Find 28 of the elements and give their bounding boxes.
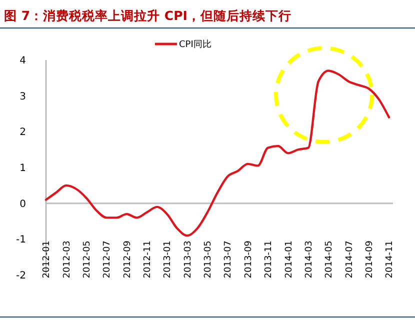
y-tick-label: 1 xyxy=(20,163,26,174)
x-tick-label: 2012-11 xyxy=(143,240,154,278)
x-tick-label: 2014-07 xyxy=(344,240,355,278)
x-tick-label: 2012-03 xyxy=(62,240,72,278)
x-tick-label: 2013-05 xyxy=(204,240,214,278)
y-tick-label: 2 xyxy=(20,127,26,138)
y-tick-label: -1 xyxy=(16,234,26,246)
x-tick-label: 2014-05 xyxy=(324,240,335,278)
x-tick-label: 2014-11 xyxy=(385,240,396,278)
x-tick-label: 2012-07 xyxy=(102,240,113,278)
x-tick-label: 2013-07 xyxy=(224,240,234,278)
line-series xyxy=(44,70,390,237)
y-tick-label: 4 xyxy=(20,56,26,66)
legend-label: CPI同比 xyxy=(179,39,212,50)
x-tick-label: 2013-03 xyxy=(183,240,194,278)
y-tick-label: 0 xyxy=(20,198,26,210)
y-tick-label: 3 xyxy=(20,91,26,102)
x-tick-label: 2014-09 xyxy=(364,240,375,278)
x-tick-label: 2012-05 xyxy=(82,240,93,278)
chart-title: 图 7：消费税税率上调拉升 CPI，但随后持续下行 xyxy=(4,8,292,23)
x-tick-label: 2012-09 xyxy=(122,240,133,278)
x-tick-label: 2014-03 xyxy=(304,240,314,278)
x-tick-label: 2013-11 xyxy=(264,240,274,278)
x-tick-label: 2013-01 xyxy=(163,240,174,278)
y-tick-label: -2 xyxy=(16,270,26,282)
x-tick-label: 2012-01 xyxy=(42,240,52,278)
x-tick-label: 2014-01 xyxy=(284,240,294,278)
x-tick-label: 2013-09 xyxy=(244,240,254,278)
